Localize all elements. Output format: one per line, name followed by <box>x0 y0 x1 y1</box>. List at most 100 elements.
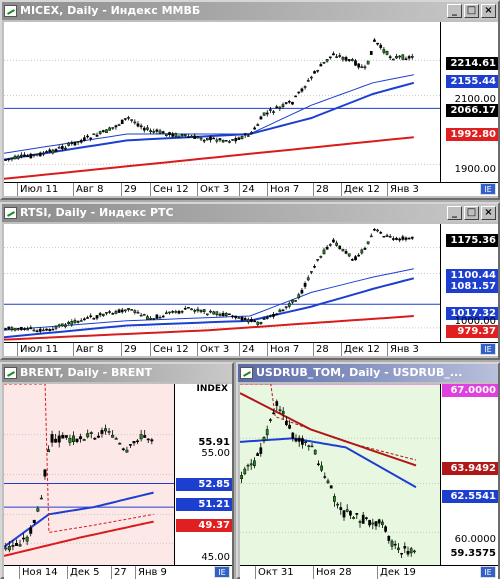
candle-body <box>325 59 329 62</box>
candle-body <box>71 435 75 442</box>
micex-price-scale[interactable]: 2100.00 1900.00 2214.61 2155.44 2066.17 … <box>440 22 498 182</box>
candle-body <box>354 60 357 66</box>
candle-body <box>155 129 159 132</box>
candle-body <box>262 436 266 441</box>
candle-body <box>136 312 140 314</box>
brent-price-tag: 51.21 <box>176 498 232 511</box>
candle-body <box>196 136 200 139</box>
candle-body <box>7 326 11 330</box>
candle-body <box>218 138 222 141</box>
candle-body <box>38 152 42 157</box>
candle-body <box>398 238 402 241</box>
scale-corner-button[interactable]: IE <box>480 183 496 195</box>
candle-body <box>240 316 244 321</box>
brent-window[interactable]: BRENT, Daily - BRENT INDEX 55.00 55.91 5… <box>0 362 234 579</box>
candle-body <box>272 314 275 317</box>
rtsi-titlebar[interactable]: RTSI, Daily - Индекс РТС _ □ × <box>2 204 498 222</box>
candle-body <box>92 318 96 320</box>
x-tick: 27 <box>111 566 127 579</box>
candle-body <box>287 303 291 307</box>
candle-body <box>209 136 212 141</box>
scale-corner-button[interactable]: IE <box>480 566 496 578</box>
candle-body <box>385 50 389 55</box>
candle-body <box>234 315 238 319</box>
candle-body <box>73 141 77 146</box>
micex-plot[interactable] <box>4 22 440 182</box>
candle-body <box>269 419 272 421</box>
candle-body <box>89 137 93 140</box>
candle-body <box>7 546 11 551</box>
candle-body <box>332 239 335 243</box>
micex-window[interactable]: MICEX, Daily - Индекс ММВБ _ □ × 2100.00… <box>0 0 500 200</box>
maximize-button[interactable]: □ <box>464 4 479 18</box>
x-tick: Янв 3 <box>387 343 419 356</box>
candle-body <box>259 116 263 120</box>
scale-corner-button[interactable]: IE <box>480 343 496 355</box>
candle-body <box>183 308 187 310</box>
x-tick: 24 <box>239 343 255 356</box>
candle-body <box>228 313 231 316</box>
micex-price-tag: 1992.80 <box>446 128 498 141</box>
candle-body <box>54 149 58 152</box>
candle-body <box>187 307 190 309</box>
minimize-button[interactable]: _ <box>447 206 462 220</box>
candle-body <box>328 244 332 246</box>
candle-body <box>218 313 222 316</box>
candle-body <box>384 526 387 532</box>
rtsi-plot[interactable] <box>4 224 440 342</box>
candle-body <box>89 432 93 435</box>
candle-body <box>26 328 29 331</box>
usdrub-plot[interactable] <box>240 384 440 565</box>
maximize-button[interactable]: □ <box>464 206 479 220</box>
brent-price-scale[interactable]: INDEX 55.00 55.91 52.85 51.21 49.37 45.0… <box>174 384 232 565</box>
candle-body <box>410 55 414 58</box>
scale-corner-button[interactable]: IE <box>214 566 230 578</box>
candle-body <box>142 127 146 131</box>
brent-price-tag: 49.37 <box>176 519 232 532</box>
x-tick: Ноя 7 <box>266 343 300 356</box>
x-tick: Окт 3 <box>196 343 230 356</box>
usdrub-window[interactable]: USDRUB_TOM, Daily - USDRUB_... 67.0000 6… <box>236 362 500 579</box>
candle-body <box>382 49 386 53</box>
candle-body <box>100 430 104 434</box>
candle-body <box>404 237 408 240</box>
candle-body <box>294 95 297 98</box>
candle-body <box>357 254 361 257</box>
candle-body <box>316 70 320 72</box>
candle-body <box>284 306 288 308</box>
micex-titlebar[interactable]: MICEX, Daily - Индекс ММВБ _ □ × <box>2 2 498 20</box>
candle-body <box>4 547 8 550</box>
brent-titlebar[interactable]: BRENT, Daily - BRENT <box>2 364 232 382</box>
close-button[interactable]: × <box>481 4 496 18</box>
candle-body <box>262 318 266 320</box>
candle-body <box>10 327 14 330</box>
candle-body <box>22 537 26 540</box>
candle-body <box>93 438 97 440</box>
rtsi-price-scale[interactable]: 1175.36 1100.44 1081.57 1017.32 1000.00 … <box>440 224 498 342</box>
rtsi-window[interactable]: RTSI, Daily - Индекс РТС _ □ × 1175.36 1… <box>0 202 500 360</box>
candle-body <box>366 60 370 65</box>
candle-body <box>243 468 247 475</box>
candle-body <box>161 315 165 318</box>
candle-body <box>320 465 323 471</box>
usdrub-title: USDRUB_TOM, Daily - USDRUB_... <box>256 366 463 379</box>
rtsi-title: RTSI, Daily - Индекс РТС <box>20 206 174 219</box>
usdrub-price-scale[interactable]: 67.0000 63.9492 62.5541 60.0000 59.3575 <box>440 384 498 565</box>
candle-body <box>288 424 291 429</box>
candle-body <box>132 441 136 444</box>
usdrub-titlebar[interactable]: USDRUB_TOM, Daily - USDRUB_... <box>238 364 498 382</box>
candle-body <box>158 317 162 319</box>
close-button[interactable]: × <box>481 206 496 220</box>
candle-body <box>83 137 86 142</box>
rtsi-price-tag: 1017.32 <box>446 307 498 320</box>
candle-body <box>374 521 378 527</box>
candle-body <box>329 485 333 489</box>
candle-body <box>221 140 225 143</box>
brent-plot[interactable] <box>4 384 174 565</box>
candle-body <box>86 317 89 319</box>
candle-body <box>246 135 250 137</box>
candle-body <box>79 140 83 143</box>
candle-body <box>284 102 288 104</box>
minimize-button[interactable]: _ <box>447 4 462 18</box>
candle-body <box>275 106 279 109</box>
